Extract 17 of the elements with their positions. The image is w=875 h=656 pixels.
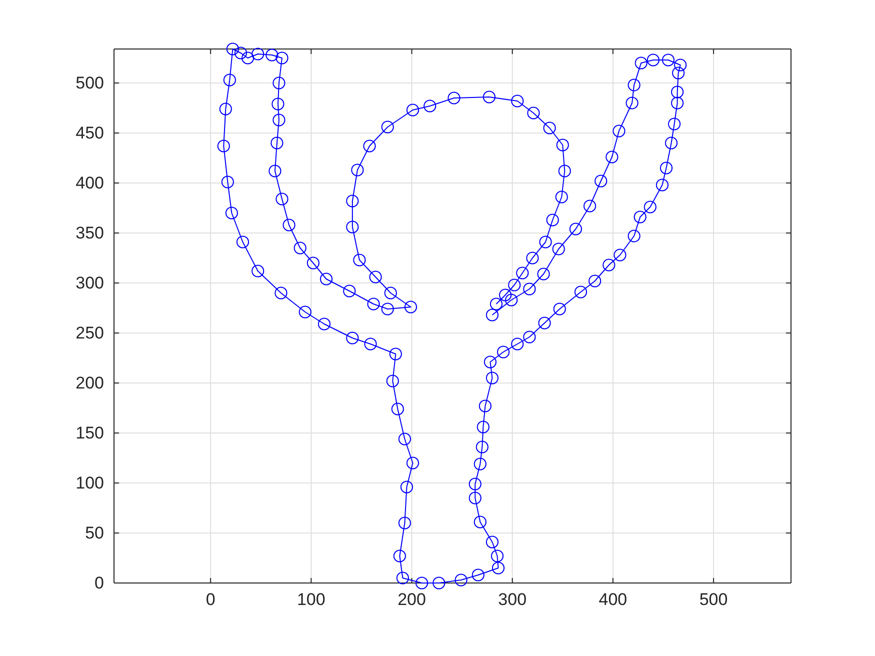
y-tick-label: 400: [76, 173, 104, 192]
y-tick-label: 100: [76, 473, 104, 492]
y-tick-label: 350: [76, 223, 104, 242]
x-tick-label: 100: [296, 590, 326, 610]
y-tick-label: 150: [76, 423, 104, 442]
x-tick-label: 300: [498, 590, 527, 610]
y-tick-label: 200: [76, 373, 104, 392]
y-tick-label: 250: [76, 323, 104, 342]
x-tick-label: 200: [398, 590, 426, 610]
y-tick-label: 500: [76, 73, 104, 92]
x-tick-label: 0: [206, 590, 216, 610]
x-tick-label: 400: [598, 590, 628, 610]
y-tick-label: 0: [94, 573, 104, 592]
y-tick-label: 300: [76, 273, 104, 292]
x-tick-label: 500: [699, 590, 728, 610]
y-tick-label: 450: [76, 123, 104, 142]
y-tick-label: 50: [85, 523, 104, 542]
